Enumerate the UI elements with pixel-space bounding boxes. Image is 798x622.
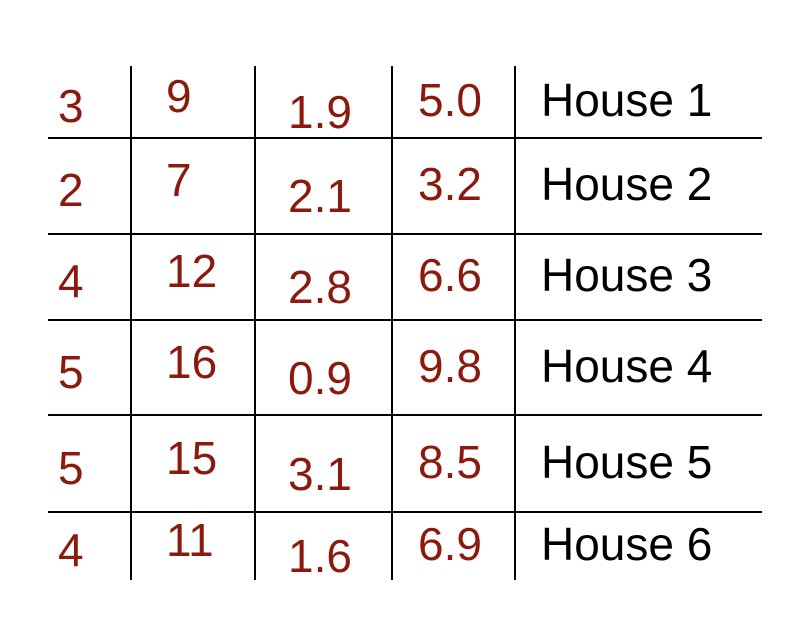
cell-r6-c1: 4 xyxy=(58,524,84,576)
column-divider-3 xyxy=(391,66,393,580)
cell-r3-c3: 2.8 xyxy=(288,261,352,313)
cell-r2-c2: 7 xyxy=(166,154,192,206)
row-label-house-2: House 2 xyxy=(541,158,713,210)
row-label-house-4: House 4 xyxy=(541,339,713,392)
row-label-house-6: House 6 xyxy=(541,518,713,570)
cell-r6-c3: 1.6 xyxy=(288,530,352,582)
cell-r3-c2: 12 xyxy=(166,245,218,297)
cell-r4-c3: 0.9 xyxy=(288,351,352,404)
cell-r2-c1: 2 xyxy=(58,164,84,216)
row-label-house-3: House 3 xyxy=(541,249,713,301)
cell-r1-c3: 1.9 xyxy=(288,86,352,138)
row-divider-1 xyxy=(48,137,762,139)
row-divider-2 xyxy=(48,233,762,235)
row-divider-5 xyxy=(48,511,762,513)
cell-r4-c4: 9.8 xyxy=(418,339,482,392)
cell-r3-c1: 4 xyxy=(58,255,84,307)
row-label-house-5: House 5 xyxy=(541,435,713,488)
cell-r4-c2: 16 xyxy=(166,335,218,388)
row-label-house-1: House 1 xyxy=(541,74,713,126)
cell-r5-c1: 5 xyxy=(58,441,84,494)
column-divider-4 xyxy=(514,66,516,580)
cell-r1-c2: 9 xyxy=(166,70,192,122)
cell-r1-c4: 5.0 xyxy=(418,74,482,126)
cell-r6-c4: 6.9 xyxy=(418,518,482,570)
row-divider-4 xyxy=(48,414,762,416)
cell-r1-c1: 3 xyxy=(58,80,84,132)
cell-r3-c4: 6.6 xyxy=(418,249,482,301)
cell-r5-c4: 8.5 xyxy=(418,435,482,488)
cell-r5-c2: 15 xyxy=(166,431,218,484)
cell-r5-c3: 3.1 xyxy=(288,447,352,500)
cell-r2-c4: 3.2 xyxy=(418,158,482,210)
cell-r6-c2: 11 xyxy=(166,514,214,566)
cell-r2-c3: 2.1 xyxy=(288,170,352,222)
column-divider-1 xyxy=(130,66,132,580)
cell-r4-c1: 5 xyxy=(58,345,84,398)
column-divider-2 xyxy=(254,66,256,580)
row-divider-3 xyxy=(48,319,762,321)
